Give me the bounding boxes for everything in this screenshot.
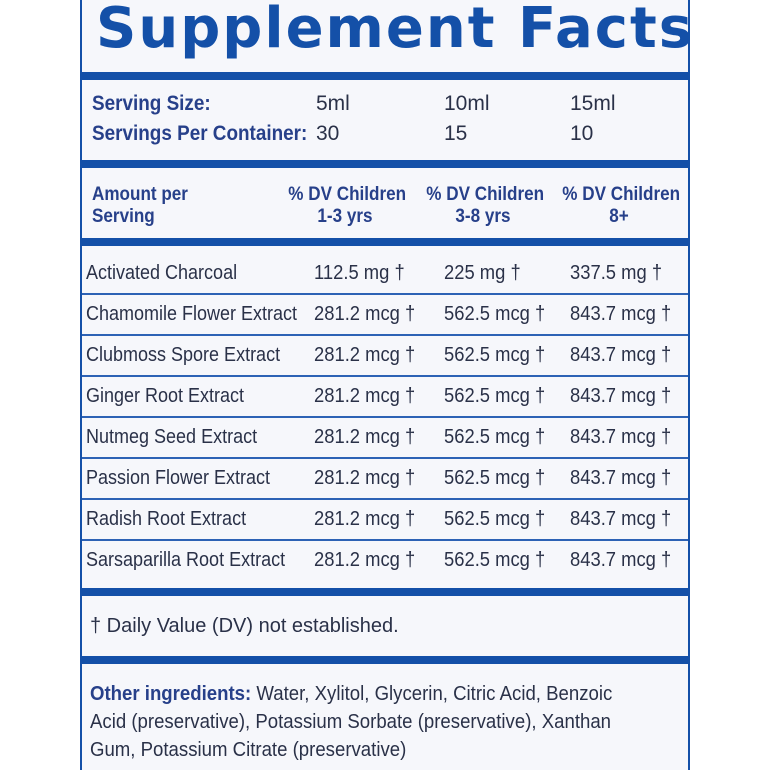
ingredient-dv-value: 843.7 mcg † [570,467,672,489]
column-header-children-1-3: % DV Children 1-3 yrs [288,184,407,228]
ingredient-name: Clubmoss Spore Extract [86,344,281,366]
ingredient-dv-value: 281.2 mcg † [314,467,416,489]
servings-per-container-value: 30 [316,122,340,145]
daily-value-footnote: † Daily Value (DV) not established. [90,615,399,637]
ingredient-dv-value: 843.7 mcg † [570,508,672,530]
column-header-line: 3-8 yrs [455,206,511,227]
divider-table-end [82,588,688,596]
ingredient-name: Nutmeg Seed Extract [86,426,258,448]
column-header-children-3-8: % DV Children 3-8 yrs [426,184,545,228]
ingredient-dv-value: 281.2 mcg † [314,344,416,366]
column-header-children-8-plus: % DV Children 8+ [562,184,681,228]
ingredient-dv-value: 112.5 mg † [314,262,405,284]
ingredient-dv-value: 225 mg † [444,262,521,284]
ingredient-name: Activated Charcoal [86,262,238,284]
row-divider [82,416,688,418]
ingredient-dv-value: 843.7 mcg † [570,344,672,366]
ingredient-dv-value: 281.2 mcg † [314,303,416,325]
ingredient-name: Radish Root Extract [86,508,247,530]
ingredient-dv-value: 843.7 mcg † [570,426,672,448]
servings-per-container-value: 10 [570,122,594,145]
page-title: Supplement Facts [96,0,695,61]
column-header-line: % DV Children [288,184,407,205]
divider-header [82,238,688,246]
serving-size-value: 10ml [444,92,490,115]
other-ingredients-label: Other ingredients: [90,683,252,705]
amount-per-serving-header: Amount per Serving [92,184,188,228]
ingredient-dv-value: 562.5 mcg † [444,303,546,325]
other-ingredients: Other ingredients: Water, Xylitol, Glyce… [90,680,639,764]
other-ingredients-text: Water, Xylitol, Glycerin, Citric Acid, B… [90,683,613,761]
supplement-facts-panel [80,0,690,770]
ingredient-dv-value: 337.5 mg † [570,262,663,284]
servings-per-container-value: 15 [444,122,468,145]
ingredient-dv-value: 281.2 mcg † [314,549,416,571]
ingredient-name: Passion Flower Extract [86,467,271,489]
ingredient-dv-value: 562.5 mcg † [444,508,546,530]
serving-size-value: 5ml [316,92,350,115]
row-divider [82,457,688,459]
serving-size-label: Serving Size: [92,92,211,115]
ingredient-dv-value: 281.2 mcg † [314,385,416,407]
ingredient-dv-value: 562.5 mcg † [444,385,546,407]
divider-top [82,72,688,80]
amount-header-line: Serving [92,206,155,227]
ingredient-dv-value: 562.5 mcg † [444,426,546,448]
ingredient-dv-value: 281.2 mcg † [314,508,416,530]
row-divider [82,375,688,377]
column-header-line: 1-3 yrs [317,206,373,227]
ingredient-name: Sarsaparilla Root Extract [86,549,286,571]
ingredient-name: Chamomile Flower Extract [86,303,298,325]
ingredient-dv-value: 843.7 mcg † [570,385,672,407]
divider-footnote [82,656,688,664]
ingredient-dv-value: 562.5 mcg † [444,344,546,366]
servings-per-container-label: Servings Per Container: [92,122,308,145]
ingredient-dv-value: 843.7 mcg † [570,303,672,325]
row-divider [82,498,688,500]
column-header-line: 8+ [609,206,629,227]
ingredient-dv-value: 562.5 mcg † [444,467,546,489]
row-divider [82,539,688,541]
column-header-line: % DV Children [426,184,545,205]
ingredient-dv-value: 281.2 mcg † [314,426,416,448]
row-divider [82,334,688,336]
column-header-line: % DV Children [562,184,681,205]
divider-serving [82,160,688,168]
amount-header-line: Amount per [92,184,188,205]
serving-size-value: 15ml [570,92,616,115]
ingredient-name: Ginger Root Extract [86,385,245,407]
row-divider [82,293,688,295]
ingredient-dv-value: 843.7 mcg † [570,549,672,571]
ingredient-dv-value: 562.5 mcg † [444,549,546,571]
